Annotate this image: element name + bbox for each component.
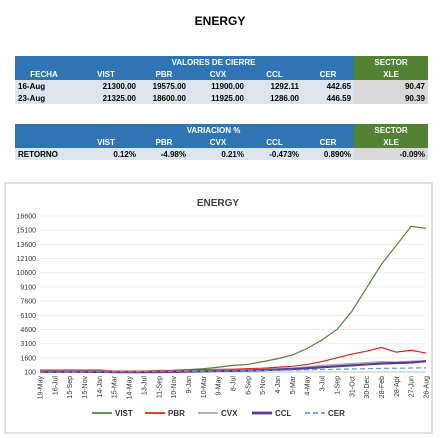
chart-title: ENERGY — [197, 198, 240, 209]
cell: 11925.00 — [189, 92, 247, 104]
series-line — [40, 346, 427, 372]
cell: 0.12% — [73, 148, 139, 160]
cell: 446.59 — [302, 92, 355, 104]
x-tick-label: 28-Apr — [394, 375, 401, 397]
x-tick-label: 4-Jan — [275, 376, 282, 394]
x-tick-label: 4-May — [305, 376, 312, 396]
cell: 1286.00 — [247, 92, 302, 104]
variation-table: VARIACION % SECTOR VIST PBR CVX CCL CER XLE RE… — [15, 124, 428, 160]
x-tick-label: 1-Sep — [334, 376, 341, 395]
y-tick-label: 16600 — [17, 214, 37, 221]
x-tick-label: 5-Nov — [260, 376, 267, 395]
group-header: VARIACION % — [73, 124, 355, 136]
y-tick-label: 6100 — [20, 313, 36, 320]
column-header: CVX — [189, 136, 247, 148]
x-tick-label: 3-Jul — [320, 376, 327, 392]
column-header: CCL — [247, 136, 302, 148]
x-tick-label: 8-Jul — [231, 376, 238, 392]
cell: 90.39 — [354, 92, 428, 104]
cell: 21300.00 — [73, 80, 139, 92]
column-header: CER — [302, 136, 355, 148]
x-tick-label: 28-Feb — [379, 376, 386, 398]
cell: 19575.00 — [139, 80, 189, 92]
cell: 16-Aug — [15, 80, 73, 92]
column-header: CCL — [247, 68, 302, 80]
x-tick-label: 9-Jan — [186, 376, 193, 394]
y-tick-label: 9100 — [20, 284, 36, 291]
x-tick-label: 27-Jun — [409, 376, 416, 398]
cell: -0.473% — [247, 148, 302, 160]
page-title: ENERGY — [194, 14, 246, 28]
group-header: VALORES DE CIERRE — [73, 56, 355, 68]
column-header: PBR — [139, 68, 189, 80]
column-header: CVX — [189, 68, 247, 80]
x-tick-label: 15-Nov — [82, 376, 89, 399]
cell: 0.21% — [189, 148, 247, 160]
x-tick-label: 16-Jul — [52, 376, 59, 396]
series-line — [39, 225, 427, 373]
cell: 23-Aug — [15, 92, 73, 104]
column-header: XLE — [354, 68, 428, 80]
x-tick-label: 30-Dec — [364, 376, 371, 399]
y-tick-label: 15100 — [17, 228, 37, 235]
column-header: FECHA — [15, 68, 73, 80]
column-header: XLE — [354, 136, 428, 148]
x-tick-label: 10-Nov — [171, 376, 178, 399]
y-tick-label: 12100 — [17, 256, 37, 263]
column-header: CER — [302, 68, 355, 80]
legend-label: CCL — [275, 409, 292, 418]
y-tick-label: 4600 — [20, 327, 36, 334]
cell: 18600.00 — [139, 92, 189, 104]
column-header: VIST — [73, 68, 139, 80]
legend-label: CVX — [221, 409, 238, 418]
cell: RETORNO — [15, 148, 73, 160]
x-tick-label: 14-May — [127, 376, 134, 400]
legend-label: CER — [328, 409, 345, 418]
legend-label: VIST — [115, 409, 133, 418]
x-tick-label: 13-Jul — [141, 376, 148, 396]
legend-label: PBR — [168, 409, 185, 418]
x-tick-label: 31-Oct — [349, 376, 356, 397]
x-tick-label: 26-Aug — [424, 376, 431, 399]
y-tick-label: 7600 — [20, 299, 36, 306]
series-line — [39, 367, 427, 373]
y-tick-label: 100 — [24, 370, 36, 377]
column-header: PBR — [139, 136, 189, 148]
x-tick-label: 10-Mar — [201, 375, 208, 398]
column-header: VIST — [73, 136, 139, 148]
cell: 11900.00 — [189, 80, 247, 92]
y-tick-label: 3100 — [20, 341, 36, 348]
x-tick-label: 14-Jan — [97, 376, 104, 398]
y-tick-label: 1600 — [20, 355, 36, 362]
sector-header: SECTOR — [354, 56, 428, 68]
cell: 90.47 — [354, 80, 428, 92]
cell: -4.98% — [139, 148, 189, 160]
cell: 442.65 — [302, 80, 355, 92]
x-tick-label: 11-Sep — [156, 376, 163, 398]
y-tick-label: 13600 — [17, 242, 37, 249]
cell: 1292.11 — [247, 80, 302, 92]
cell: 0.890% — [302, 148, 355, 160]
closing-table: VALORES DE CIERRE SECTOR FECHA VIST PBR CVX C… — [15, 56, 428, 104]
x-tick-label: 15-Sep — [67, 376, 74, 399]
x-tick-label: 6-Sep — [245, 376, 252, 395]
x-tick-label: 5-Mar — [290, 375, 297, 394]
cell: -0.09% — [354, 148, 428, 160]
sector-header: SECTOR — [354, 124, 428, 136]
y-tick-label: 10600 — [17, 270, 37, 277]
x-tick-label: 15-Mar — [112, 375, 119, 398]
x-tick-label: 9-May — [216, 376, 223, 396]
chart-frame — [4, 182, 433, 434]
x-tick-label: 19-May — [38, 376, 45, 400]
cell: 21325.00 — [73, 92, 139, 104]
